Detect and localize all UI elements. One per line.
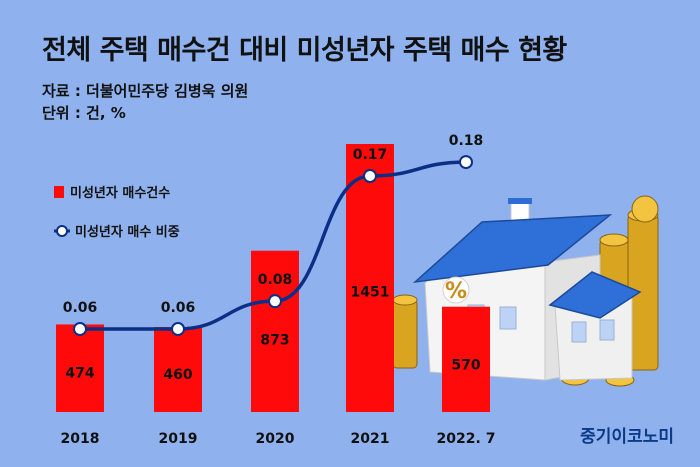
x-axis-ticks: 2018 2019 2020 2021 2022. 7 <box>61 431 496 447</box>
house-with-coins-illustration: % <box>392 195 659 387</box>
x-tick-label: 2022. 7 <box>437 431 496 447</box>
bar-value-label: 474 <box>65 366 94 382</box>
line-value-label: 0.17 <box>353 147 388 163</box>
bar-value-label: 570 <box>451 358 480 374</box>
source-note: 자료 : 더불어민주당 김병욱 의원 <box>42 82 249 100</box>
line-point <box>171 322 185 336</box>
line-series: 0.06 0.06 0.08 0.17 0.18 <box>63 133 484 336</box>
line-point <box>363 169 377 183</box>
legend-line-label: 미성년자 매수 비중 <box>75 224 180 240</box>
bar-2020 <box>251 250 299 412</box>
legend: 미성년자 매수건수 미성년자 매수 비중 <box>54 185 180 240</box>
bar-2018 <box>56 324 104 412</box>
bar-series: 474 460 873 1451 570 <box>56 144 490 412</box>
line-point <box>268 294 282 309</box>
line-path <box>80 160 467 331</box>
line-value-label: 0.06 <box>63 300 98 316</box>
line-point <box>73 322 87 336</box>
line-value-label: 0.08 <box>258 272 293 288</box>
legend-bar-label: 미성년자 매수건수 <box>70 185 170 201</box>
unit-note: 단위 : 건, % <box>42 104 126 122</box>
chart-title: 전체 주택 매수건 대비 미성년자 주택 매수 현황 <box>42 35 567 66</box>
bar-2022. 7 <box>442 306 490 412</box>
line-value-label: 0.06 <box>161 300 196 316</box>
legend-line-marker <box>56 225 68 237</box>
x-tick-label: 2019 <box>159 431 198 447</box>
brand-logo: 중기이코노미 <box>580 427 674 447</box>
x-tick-label: 2018 <box>61 431 100 447</box>
legend-bar-swatch <box>54 186 64 198</box>
svg-text:%: % <box>445 279 467 304</box>
x-tick-label: 2020 <box>256 431 295 447</box>
bar-2021 <box>346 144 394 412</box>
line-point <box>459 155 473 170</box>
bar-value-label: 873 <box>260 332 289 348</box>
bar-value-label: 1451 <box>351 284 390 300</box>
bar-2019 <box>154 327 202 412</box>
bar-value-label: 460 <box>163 367 192 383</box>
x-tick-label: 2021 <box>351 431 390 447</box>
line-value-label: 0.18 <box>449 133 484 149</box>
